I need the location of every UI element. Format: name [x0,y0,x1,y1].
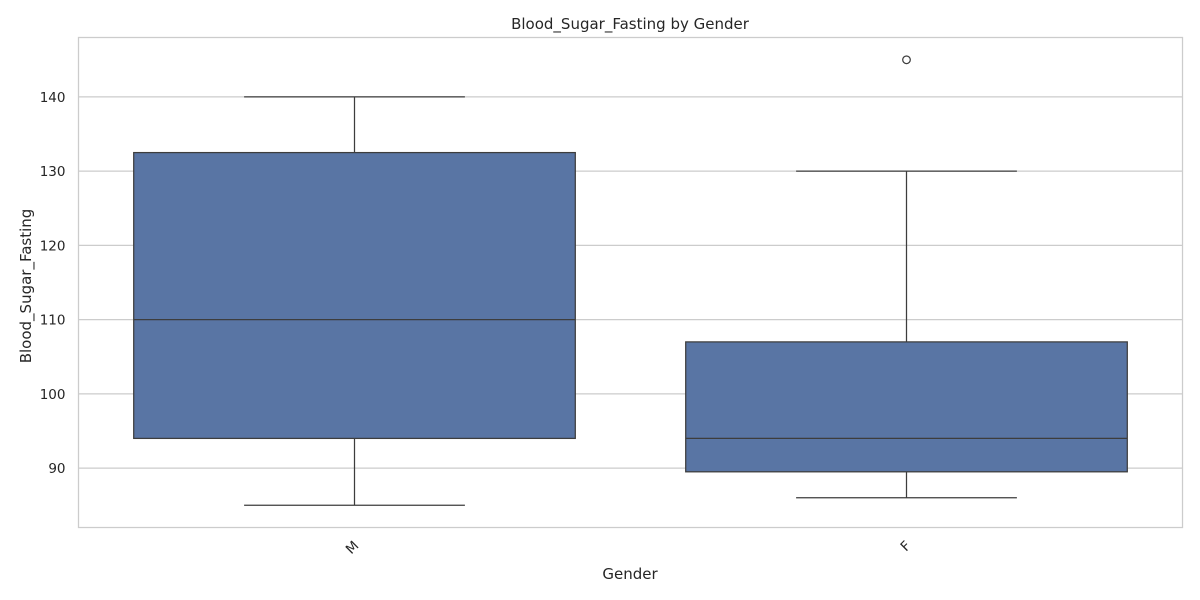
y-tick-label-140: 140 [40,90,66,106]
y-axis-label: Blood_Sugar_Fasting [17,209,36,364]
outlier-point-f-0 [902,55,911,65]
chart-title: Blood_Sugar_Fasting by Gender [511,15,750,34]
y-tick-label-100: 100 [40,387,66,403]
y-tick-label-120: 120 [40,238,66,254]
iqr-box-m [133,151,576,440]
boxes [133,55,1128,506]
y-tick-label-110: 110 [40,313,66,329]
iqr-box-f [685,341,1128,473]
y-tick-label-90: 90 [48,461,65,477]
box-group-f [685,55,1128,499]
box-group-m [133,96,576,506]
y-tick-labels: 90 100 110 120 130 140 [40,90,66,477]
y-tick-label-130: 130 [40,164,66,180]
x-axis-label: Gender [602,565,658,583]
plot-frame [77,36,1184,529]
